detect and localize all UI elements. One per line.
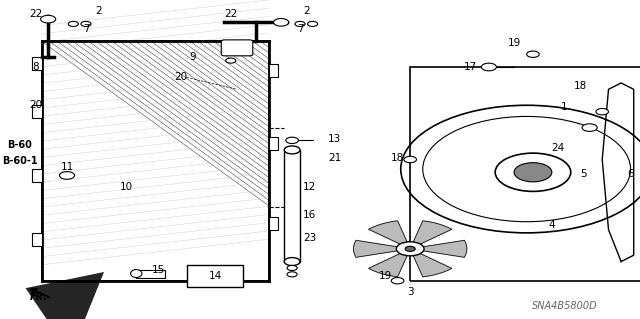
Text: 2: 2 xyxy=(303,6,310,16)
Bar xyxy=(33,105,42,118)
Ellipse shape xyxy=(284,258,300,265)
Ellipse shape xyxy=(131,270,142,278)
Text: 5: 5 xyxy=(580,169,587,179)
Text: 16: 16 xyxy=(303,210,316,220)
Text: 3: 3 xyxy=(407,287,413,297)
Text: 23: 23 xyxy=(303,233,316,243)
Text: 18: 18 xyxy=(391,153,404,163)
Text: 17: 17 xyxy=(463,62,477,72)
Bar xyxy=(269,64,278,77)
Circle shape xyxy=(287,272,297,277)
Circle shape xyxy=(308,21,317,26)
Bar xyxy=(33,169,42,182)
FancyBboxPatch shape xyxy=(221,40,253,56)
Circle shape xyxy=(396,242,424,256)
Polygon shape xyxy=(413,221,452,244)
Bar xyxy=(269,217,278,230)
Text: 7: 7 xyxy=(83,24,89,34)
Circle shape xyxy=(596,108,609,115)
Text: SNA4B5800D: SNA4B5800D xyxy=(532,301,597,311)
Circle shape xyxy=(40,15,56,23)
Text: 21: 21 xyxy=(328,153,341,163)
Circle shape xyxy=(81,21,91,26)
Ellipse shape xyxy=(284,146,300,154)
Text: 13: 13 xyxy=(328,134,341,144)
Text: 11: 11 xyxy=(60,162,74,173)
Text: B-60: B-60 xyxy=(8,140,32,150)
Bar xyxy=(136,270,164,278)
Polygon shape xyxy=(413,253,452,277)
Circle shape xyxy=(495,153,571,191)
Circle shape xyxy=(405,246,415,251)
FancyArrowPatch shape xyxy=(26,272,104,319)
Circle shape xyxy=(527,51,540,57)
Text: 20: 20 xyxy=(174,71,187,82)
Circle shape xyxy=(226,58,236,63)
Text: 19: 19 xyxy=(378,271,392,281)
Bar xyxy=(33,57,42,70)
Circle shape xyxy=(68,21,78,26)
Text: 2: 2 xyxy=(95,6,102,16)
Polygon shape xyxy=(369,221,408,244)
Text: 20: 20 xyxy=(29,100,42,110)
Bar xyxy=(410,67,640,281)
Text: 7: 7 xyxy=(297,24,303,34)
Circle shape xyxy=(391,278,404,284)
Text: 18: 18 xyxy=(573,81,587,91)
Text: 8: 8 xyxy=(32,62,39,72)
Text: 4: 4 xyxy=(548,220,555,230)
Text: 9: 9 xyxy=(189,52,196,63)
Polygon shape xyxy=(353,240,398,257)
Circle shape xyxy=(295,21,305,26)
Bar xyxy=(33,233,42,246)
Text: 6: 6 xyxy=(627,169,634,179)
Circle shape xyxy=(286,137,298,144)
Text: 12: 12 xyxy=(303,182,316,192)
Text: 10: 10 xyxy=(120,182,133,192)
Text: 15: 15 xyxy=(152,264,165,275)
Bar xyxy=(42,41,269,281)
Text: 22: 22 xyxy=(224,9,237,19)
Bar xyxy=(187,265,243,287)
Bar xyxy=(269,137,278,150)
Circle shape xyxy=(273,19,289,26)
Text: 1: 1 xyxy=(561,102,568,112)
Text: FR.: FR. xyxy=(29,292,48,302)
Bar xyxy=(284,150,300,262)
Text: 22: 22 xyxy=(29,9,42,19)
Circle shape xyxy=(582,124,597,131)
Text: 19: 19 xyxy=(508,38,521,48)
Text: B-60-1: B-60-1 xyxy=(2,156,38,166)
Polygon shape xyxy=(369,253,408,277)
Polygon shape xyxy=(422,240,467,257)
Text: 24: 24 xyxy=(552,143,564,153)
Text: 14: 14 xyxy=(209,271,221,281)
Circle shape xyxy=(481,63,497,71)
Circle shape xyxy=(404,156,417,163)
Circle shape xyxy=(60,172,75,179)
FancyArrowPatch shape xyxy=(31,289,49,297)
Circle shape xyxy=(287,265,297,271)
Circle shape xyxy=(514,163,552,182)
Polygon shape xyxy=(602,83,634,262)
